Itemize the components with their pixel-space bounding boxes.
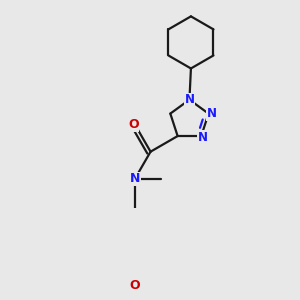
Text: N: N (184, 93, 194, 106)
Text: O: O (128, 118, 139, 131)
Text: N: N (198, 131, 208, 144)
Text: N: N (206, 107, 217, 120)
Text: O: O (130, 279, 140, 292)
Text: N: N (130, 172, 140, 185)
